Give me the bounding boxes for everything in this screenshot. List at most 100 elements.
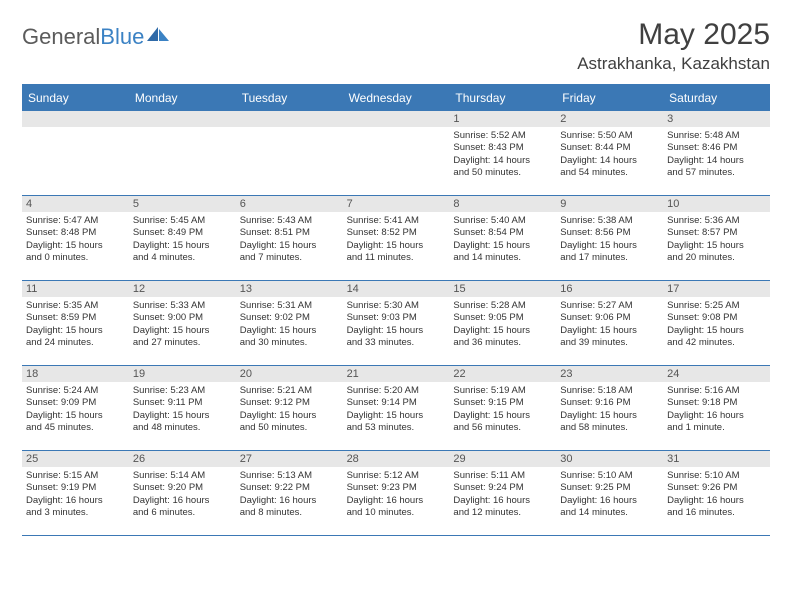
day-sunrise: Sunrise: 5:48 AM (667, 130, 766, 142)
day-cell: 25Sunrise: 5:15 AMSunset: 9:19 PMDayligh… (22, 451, 129, 535)
day-daylight1: Daylight: 16 hours (240, 495, 339, 507)
day-details: Sunrise: 5:27 AMSunset: 9:06 PMDaylight:… (556, 297, 663, 353)
day-daylight1: Daylight: 15 hours (347, 410, 446, 422)
day-daylight2: and 14 minutes. (453, 252, 552, 264)
day-sunrise: Sunrise: 5:31 AM (240, 300, 339, 312)
day-cell: 30Sunrise: 5:10 AMSunset: 9:25 PMDayligh… (556, 451, 663, 535)
date-number: 21 (343, 366, 450, 382)
day-details (22, 127, 129, 134)
day-details: Sunrise: 5:23 AMSunset: 9:11 PMDaylight:… (129, 382, 236, 438)
day-cell: 13Sunrise: 5:31 AMSunset: 9:02 PMDayligh… (236, 281, 343, 365)
day-daylight1: Daylight: 15 hours (453, 410, 552, 422)
day-daylight1: Daylight: 16 hours (667, 495, 766, 507)
date-number (343, 111, 450, 127)
logo-word1: General (22, 24, 100, 49)
day-details: Sunrise: 5:10 AMSunset: 9:25 PMDaylight:… (556, 467, 663, 523)
day-daylight2: and 17 minutes. (560, 252, 659, 264)
day-of-week: Friday (556, 86, 663, 110)
day-cell: 12Sunrise: 5:33 AMSunset: 9:00 PMDayligh… (129, 281, 236, 365)
title-block: May 2025 Astrakhanka, Kazakhstan (577, 18, 770, 74)
date-number: 10 (663, 196, 770, 212)
day-details: Sunrise: 5:11 AMSunset: 9:24 PMDaylight:… (449, 467, 556, 523)
day-sunrise: Sunrise: 5:28 AM (453, 300, 552, 312)
day-daylight1: Daylight: 16 hours (453, 495, 552, 507)
day-daylight2: and 53 minutes. (347, 422, 446, 434)
week-row: 1Sunrise: 5:52 AMSunset: 8:43 PMDaylight… (22, 110, 770, 195)
day-daylight2: and 0 minutes. (26, 252, 125, 264)
day-sunrise: Sunrise: 5:21 AM (240, 385, 339, 397)
day-cell: 20Sunrise: 5:21 AMSunset: 9:12 PMDayligh… (236, 366, 343, 450)
day-daylight1: Daylight: 15 hours (560, 240, 659, 252)
day-details: Sunrise: 5:24 AMSunset: 9:09 PMDaylight:… (22, 382, 129, 438)
day-cell: 29Sunrise: 5:11 AMSunset: 9:24 PMDayligh… (449, 451, 556, 535)
day-cell: 14Sunrise: 5:30 AMSunset: 9:03 PMDayligh… (343, 281, 450, 365)
date-number: 20 (236, 366, 343, 382)
day-details (236, 127, 343, 134)
day-daylight2: and 54 minutes. (560, 167, 659, 179)
day-cell: 28Sunrise: 5:12 AMSunset: 9:23 PMDayligh… (343, 451, 450, 535)
day-of-week: Sunday (22, 86, 129, 110)
day-daylight1: Daylight: 15 hours (240, 325, 339, 337)
date-number: 11 (22, 281, 129, 297)
date-number: 26 (129, 451, 236, 467)
day-daylight2: and 3 minutes. (26, 507, 125, 519)
day-daylight1: Daylight: 14 hours (453, 155, 552, 167)
day-daylight1: Daylight: 15 hours (667, 325, 766, 337)
day-daylight2: and 50 minutes. (240, 422, 339, 434)
day-sunrise: Sunrise: 5:14 AM (133, 470, 232, 482)
day-sunrise: Sunrise: 5:52 AM (453, 130, 552, 142)
day-of-week: Wednesday (343, 86, 450, 110)
day-sunset: Sunset: 8:52 PM (347, 227, 446, 239)
day-daylight1: Daylight: 15 hours (347, 325, 446, 337)
day-daylight1: Daylight: 15 hours (240, 240, 339, 252)
day-details: Sunrise: 5:38 AMSunset: 8:56 PMDaylight:… (556, 212, 663, 268)
day-sunrise: Sunrise: 5:38 AM (560, 215, 659, 227)
date-number: 30 (556, 451, 663, 467)
day-sunset: Sunset: 8:56 PM (560, 227, 659, 239)
day-daylight2: and 20 minutes. (667, 252, 766, 264)
date-number: 6 (236, 196, 343, 212)
day-daylight1: Daylight: 14 hours (560, 155, 659, 167)
day-details: Sunrise: 5:10 AMSunset: 9:26 PMDaylight:… (663, 467, 770, 523)
date-number: 1 (449, 111, 556, 127)
day-details: Sunrise: 5:18 AMSunset: 9:16 PMDaylight:… (556, 382, 663, 438)
day-daylight2: and 1 minute. (667, 422, 766, 434)
day-sunrise: Sunrise: 5:43 AM (240, 215, 339, 227)
day-daylight2: and 7 minutes. (240, 252, 339, 264)
day-daylight1: Daylight: 15 hours (560, 410, 659, 422)
day-daylight1: Daylight: 16 hours (560, 495, 659, 507)
day-daylight1: Daylight: 15 hours (26, 410, 125, 422)
header: GeneralBlue May 2025 Astrakhanka, Kazakh… (22, 18, 770, 74)
day-cell (22, 111, 129, 195)
day-sunset: Sunset: 9:05 PM (453, 312, 552, 324)
day-cell: 4Sunrise: 5:47 AMSunset: 8:48 PMDaylight… (22, 196, 129, 280)
day-details: Sunrise: 5:43 AMSunset: 8:51 PMDaylight:… (236, 212, 343, 268)
day-cell: 23Sunrise: 5:18 AMSunset: 9:16 PMDayligh… (556, 366, 663, 450)
day-sunset: Sunset: 9:14 PM (347, 397, 446, 409)
day-of-week: Saturday (663, 86, 770, 110)
week-row: 11Sunrise: 5:35 AMSunset: 8:59 PMDayligh… (22, 280, 770, 365)
day-sunrise: Sunrise: 5:11 AM (453, 470, 552, 482)
day-sunrise: Sunrise: 5:24 AM (26, 385, 125, 397)
day-daylight1: Daylight: 15 hours (26, 240, 125, 252)
day-daylight1: Daylight: 15 hours (240, 410, 339, 422)
logo-text: GeneralBlue (22, 24, 144, 50)
day-details: Sunrise: 5:45 AMSunset: 8:49 PMDaylight:… (129, 212, 236, 268)
day-daylight1: Daylight: 16 hours (133, 495, 232, 507)
day-daylight2: and 48 minutes. (133, 422, 232, 434)
location: Astrakhanka, Kazakhstan (577, 54, 770, 74)
day-sunrise: Sunrise: 5:36 AM (667, 215, 766, 227)
day-daylight2: and 57 minutes. (667, 167, 766, 179)
day-daylight2: and 16 minutes. (667, 507, 766, 519)
day-sunset: Sunset: 9:06 PM (560, 312, 659, 324)
day-sunset: Sunset: 8:59 PM (26, 312, 125, 324)
day-cell: 5Sunrise: 5:45 AMSunset: 8:49 PMDaylight… (129, 196, 236, 280)
day-daylight2: and 50 minutes. (453, 167, 552, 179)
day-sunrise: Sunrise: 5:23 AM (133, 385, 232, 397)
day-sunset: Sunset: 9:00 PM (133, 312, 232, 324)
date-number: 9 (556, 196, 663, 212)
day-sunrise: Sunrise: 5:41 AM (347, 215, 446, 227)
day-sunrise: Sunrise: 5:16 AM (667, 385, 766, 397)
date-number: 25 (22, 451, 129, 467)
day-sunset: Sunset: 8:46 PM (667, 142, 766, 154)
